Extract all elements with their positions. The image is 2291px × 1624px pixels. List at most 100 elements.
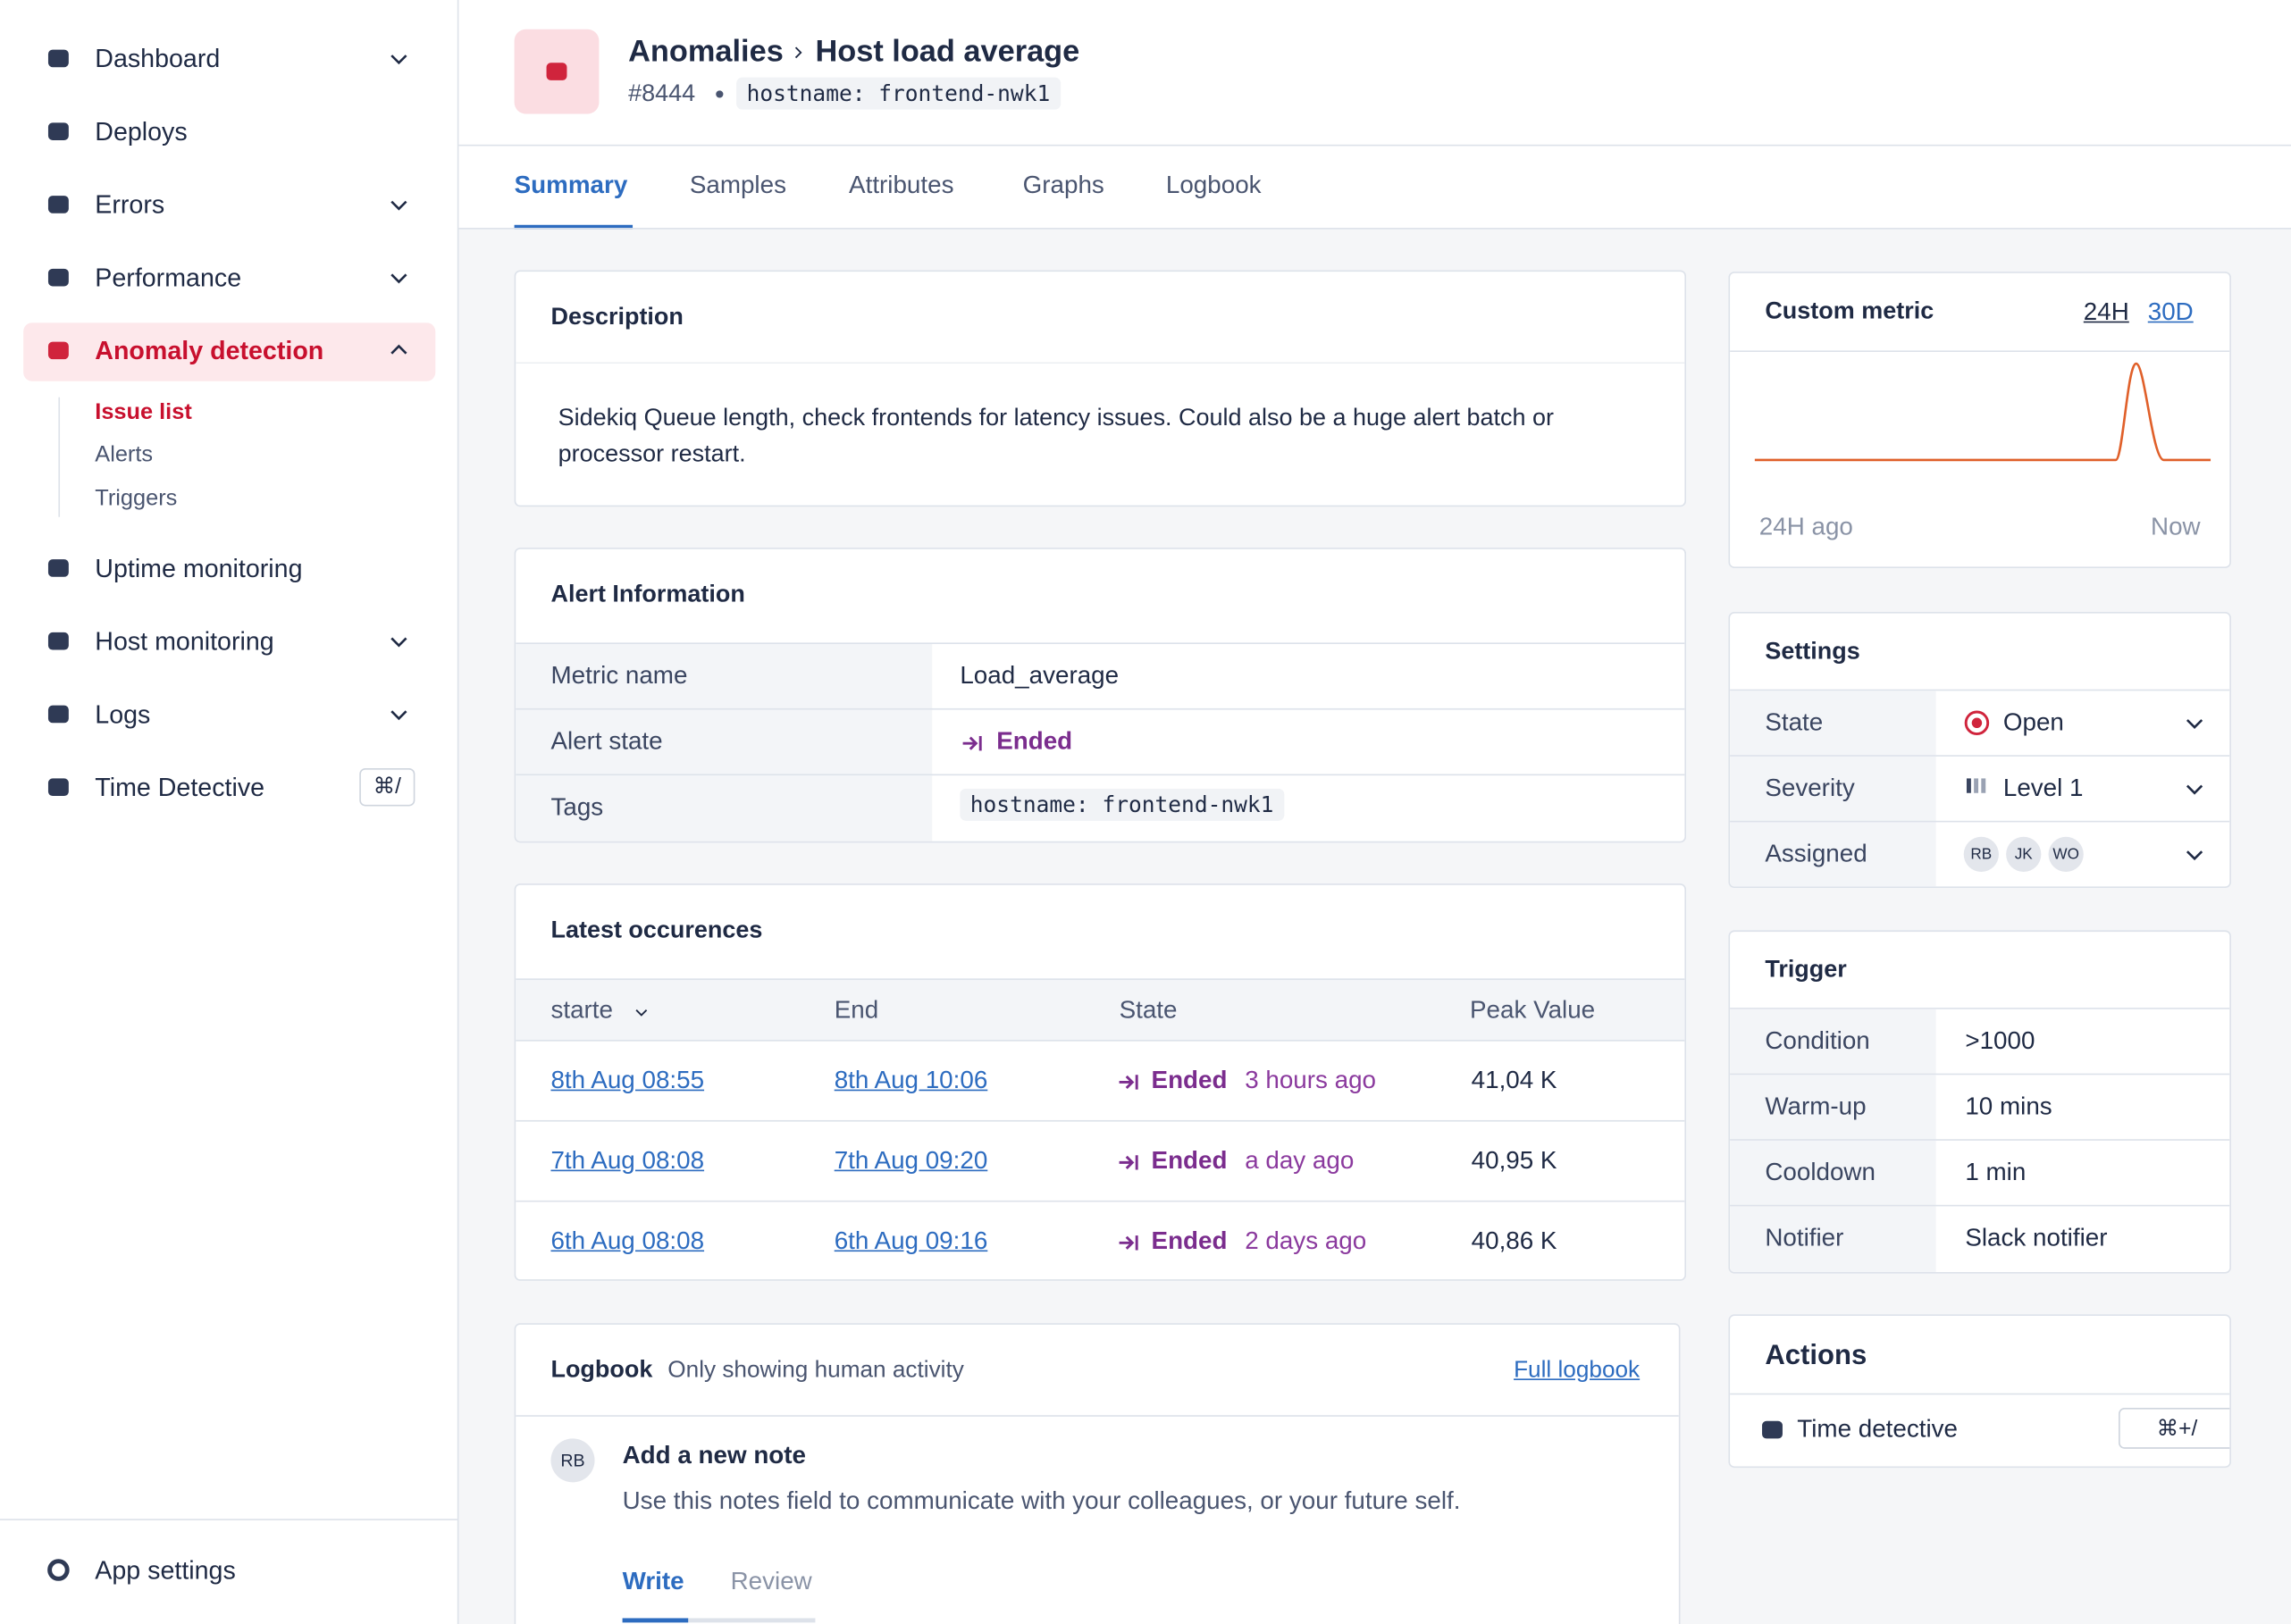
nav-item[interactable]: Errors (0, 175, 457, 233)
divider (516, 362, 1685, 364)
tab[interactable]: Summary (514, 171, 628, 199)
ago: 2 days ago (1245, 1226, 1367, 1255)
header-icon (514, 29, 600, 114)
page-title: Host load average (815, 35, 1080, 69)
table-header: starte End State Peak Value (516, 978, 1685, 1041)
kv-row: Assigned RB JK WO (1730, 820, 2230, 887)
card: Custom metric 24H 30D 24H ago Now (1728, 272, 2231, 568)
icon (1119, 1235, 1138, 1251)
card-title: Actions (1765, 1340, 1867, 1372)
avatar: JK (2006, 836, 2042, 873)
icon (390, 710, 407, 721)
nav-item[interactable]: Time Detective ⌘/ (0, 758, 457, 816)
end-link[interactable]: 8th Aug 10:06 (834, 1066, 988, 1094)
icon (390, 54, 407, 65)
nav-item[interactable]: Anomaly detection (0, 322, 457, 380)
shortcut: ⌘/ (359, 767, 415, 807)
subtitle: Only showing human activity (667, 1358, 964, 1384)
tab[interactable]: Samples (689, 171, 786, 199)
icon (546, 63, 567, 80)
nav-label: Errors (95, 189, 165, 220)
subnav-line (58, 397, 61, 517)
column-header: End (834, 996, 879, 1025)
tab[interactable]: Graphs (1022, 171, 1104, 199)
icon (1119, 1075, 1138, 1090)
start-link[interactable]: 7th Aug 08:08 (550, 1146, 705, 1175)
range[interactable]: 24H (2083, 297, 2129, 326)
info-label: Alert state (550, 727, 663, 756)
info-row: Tags hostname: frontend-nwk1 (516, 774, 1685, 841)
state: Ended (1151, 1146, 1228, 1175)
start-link[interactable]: 6th Aug 08:08 (550, 1226, 705, 1255)
icon (47, 196, 69, 213)
state: Ended (1151, 1066, 1228, 1094)
note-title: Add a new note (622, 1441, 807, 1469)
editor-tab[interactable]: Write (622, 1567, 684, 1595)
info-label: Tags (550, 792, 604, 821)
end-link[interactable]: 6th Aug 09:16 (834, 1226, 988, 1255)
kv-value: >1000 (1965, 1026, 2035, 1055)
full-logbook-link[interactable]: Full logbook (1514, 1358, 1641, 1384)
subnav-item[interactable]: Issue list (95, 399, 192, 425)
peak: 41,04 K (1471, 1066, 1557, 1094)
icon (47, 1559, 70, 1581)
nav-item[interactable]: Host monitoring (0, 612, 457, 670)
start-link[interactable]: 8th Aug 08:55 (550, 1066, 705, 1094)
icon (1966, 778, 1986, 793)
kv-label: Assigned (1765, 840, 1867, 868)
card: Latest occurences starte End State Peak Valu… (514, 883, 1687, 1281)
nav-item[interactable]: Performance (0, 248, 457, 306)
icon (47, 632, 69, 650)
kv-label: State (1765, 707, 1824, 736)
action-item[interactable]: Time detective (1797, 1415, 1959, 1444)
subnav-item[interactable]: Alerts (95, 442, 154, 468)
nav-item[interactable]: Uptime monitoring (0, 539, 457, 597)
peak: 40,86 K (1471, 1226, 1557, 1255)
icon (390, 200, 407, 211)
kv-row: Cooldown 1 min (1730, 1139, 2230, 1207)
label-cell (1730, 822, 1936, 887)
icon (635, 1009, 648, 1017)
kv-value: 10 mins (1965, 1092, 2052, 1120)
card: Actions Time detective ⌘+/ (1728, 1314, 2231, 1469)
kv-row: Warm-up 10 mins (1730, 1073, 2230, 1141)
icon (2186, 850, 2203, 861)
table-row: 8th Aug 08:55 8th Aug 10:06 Ended 3 hours a… (516, 1040, 1685, 1120)
tab[interactable]: Attributes (849, 171, 954, 199)
axis-label: Now (2150, 512, 2201, 540)
nav-label: Performance (95, 263, 242, 292)
header: Anomalies Host load average #8444 hostname:… (458, 0, 2291, 230)
range[interactable]: 30D (2147, 297, 2194, 326)
card-title: Latest occurences (550, 917, 763, 944)
icon (390, 344, 407, 355)
label-cell (1730, 1075, 1936, 1141)
tab[interactable]: Logbook (1165, 171, 1262, 199)
info-row: Alert state Ended (516, 707, 1685, 776)
nav-label: Host monitoring (95, 626, 274, 657)
nav-item[interactable]: Logs (0, 685, 457, 743)
issue-id: #8444 (628, 80, 696, 107)
nav-label: Dashboard (95, 44, 221, 73)
icon (390, 637, 407, 648)
end-link[interactable]: 7th Aug 09:20 (834, 1146, 988, 1175)
icon (47, 49, 69, 68)
kv-label: Severity (1765, 774, 1855, 802)
nav-label[interactable]: App settings (95, 1555, 236, 1585)
editor-tab[interactable]: Review (730, 1567, 812, 1595)
kv-value: 1 min (1965, 1158, 2027, 1186)
ago: 3 hours ago (1245, 1066, 1377, 1094)
card: Alert Information Metric name Load_average… (514, 548, 1687, 843)
nav-item[interactable]: Deploys (0, 102, 457, 160)
severity-value: Level 1 (2002, 774, 2084, 802)
state: Ended (996, 727, 1073, 756)
icon (2186, 719, 2203, 730)
icon (962, 735, 982, 751)
axis-label: 24H ago (1758, 512, 1853, 540)
subnav-item[interactable]: Triggers (95, 486, 178, 512)
card: Settings State Open Severity Level 1 Assigned… (1728, 612, 2231, 889)
kv-row: State Open (1730, 689, 2230, 757)
icon (1119, 1155, 1138, 1170)
nav-item[interactable]: Dashboard (0, 29, 457, 88)
breadcrumb[interactable]: Anomalies (628, 35, 784, 69)
